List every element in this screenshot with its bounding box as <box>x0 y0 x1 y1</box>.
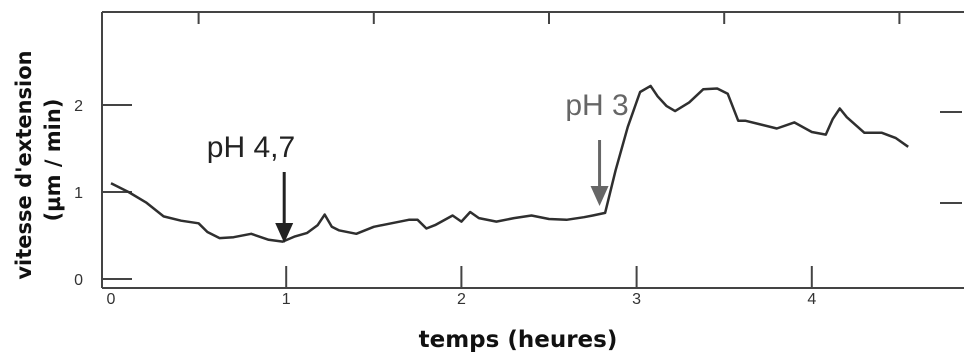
annotation-arrow-head <box>590 186 609 206</box>
y-tick-label: 0 <box>74 272 83 289</box>
annotation-arrow-head <box>275 223 294 243</box>
y-axis-title: vitesse d'extension <box>12 50 36 279</box>
x-tick-label: 1 <box>282 291 291 308</box>
y-tick-label: 1 <box>74 185 83 202</box>
y-tick-label: 2 <box>74 98 83 115</box>
plot-frame <box>101 11 964 289</box>
x-tick-label: 0 <box>107 291 116 308</box>
annotation-label: pH 3 <box>565 89 628 122</box>
x-tick-label: 4 <box>807 291 816 308</box>
annotation-label: pH 4,7 <box>207 131 295 164</box>
y-tick-labels: 0 1 2 <box>74 98 83 289</box>
x-tick-label: 2 <box>457 291 466 308</box>
y-axis-unit: (µm / min) <box>41 99 65 222</box>
x-tick-label: 3 <box>632 291 641 308</box>
x-tick-labels: 0 1 2 3 4 <box>107 291 817 308</box>
series-line <box>110 84 909 243</box>
annotations: pH 4,7 pH 3 <box>207 89 629 243</box>
x-axis-title: temps (heures) <box>419 327 618 353</box>
